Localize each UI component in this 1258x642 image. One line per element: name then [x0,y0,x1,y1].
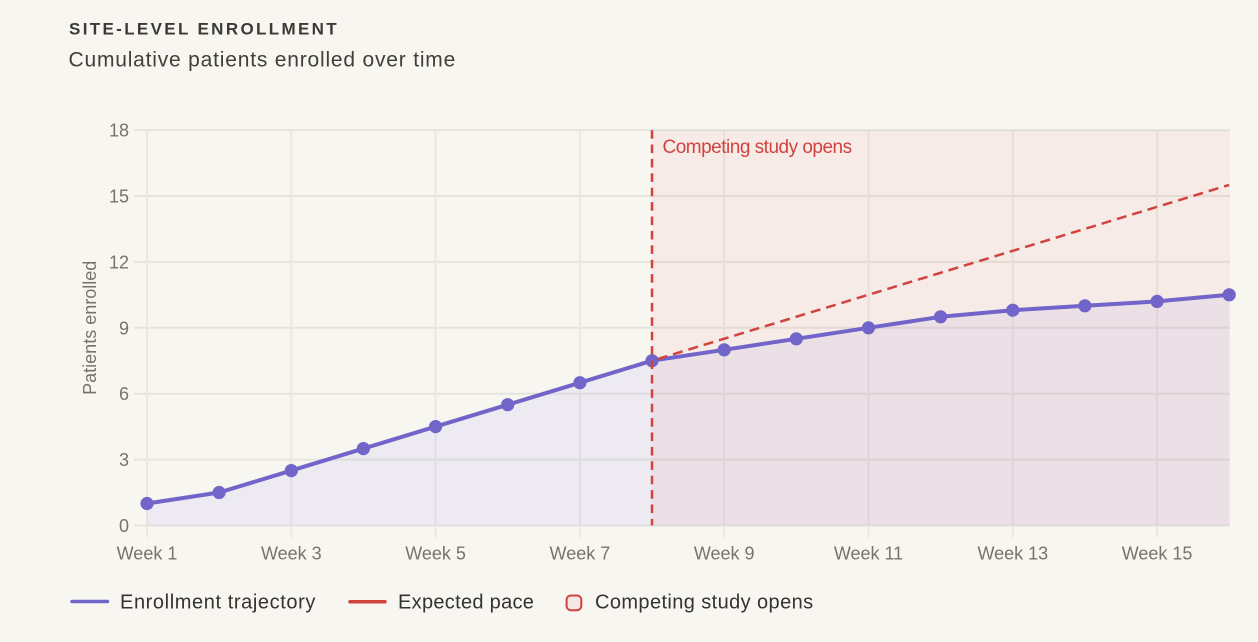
svg-text:Week 5: Week 5 [405,544,466,564]
svg-text:12: 12 [109,252,129,272]
svg-text:SITE-LEVEL ENROLLMENT: SITE-LEVEL ENROLLMENT [69,20,339,39]
svg-text:Competing study opens: Competing study opens [663,137,852,158]
svg-text:Competing study opens: Competing study opens [595,592,814,614]
svg-text:Expected pace: Expected pace [398,592,534,614]
svg-text:9: 9 [119,318,129,338]
svg-text:3: 3 [119,450,129,470]
svg-text:6: 6 [119,384,129,404]
svg-text:Week 1: Week 1 [117,544,178,564]
svg-text:0: 0 [119,516,129,536]
svg-text:Week 13: Week 13 [977,544,1048,564]
svg-text:Week 15: Week 15 [1122,544,1193,564]
svg-text:Week 9: Week 9 [694,544,755,564]
svg-text:18: 18 [109,121,129,141]
svg-text:Week 11: Week 11 [834,544,903,564]
svg-text:Patients enrolled: Patients enrolled [80,261,100,395]
svg-text:Week 7: Week 7 [550,544,611,564]
svg-text:15: 15 [109,187,129,207]
svg-text:Week 3: Week 3 [261,544,322,564]
svg-text:Enrollment trajectory: Enrollment trajectory [120,592,316,614]
svg-text:Cumulative patients enrolled o: Cumulative patients enrolled over time [69,49,457,72]
